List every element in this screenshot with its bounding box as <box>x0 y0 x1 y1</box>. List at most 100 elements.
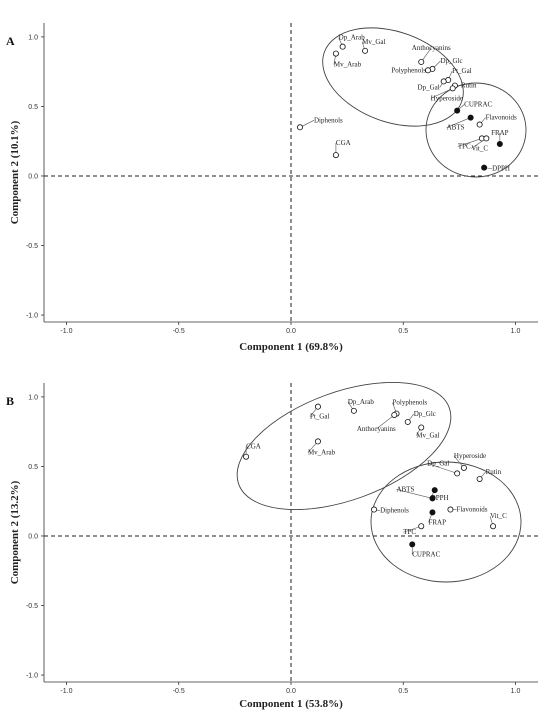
x-tick-label: 0.0 <box>286 328 296 335</box>
leader-line-tpc <box>457 138 482 147</box>
point-label-dpph: DPPH <box>431 494 449 502</box>
panel-label: B <box>6 394 14 408</box>
point-label-hyperoside: Hyperoside <box>454 452 486 460</box>
point-label-mv-gal: Mv_Gal <box>362 38 385 46</box>
point-label-frap: FRAP <box>428 518 446 526</box>
panel-label: A <box>6 34 15 48</box>
y-tick-label: -1.0 <box>26 313 38 320</box>
point-label-tpc: TPC <box>458 142 471 150</box>
y-tick-label: 0.5 <box>28 104 38 111</box>
cluster-ellipse <box>425 82 527 178</box>
x-tick-label: 0.5 <box>398 688 408 695</box>
point-polyphenols <box>424 67 431 74</box>
panel-a: A -1.0 -0.5 0.0 0.5 1.0 1.0 0.5 0.0 -0.5 -1.0 Compo… <box>6 23 538 353</box>
y-axis-label: Component 2 (10.1%) <box>9 120 21 224</box>
point-label-rutin: Rutin <box>461 82 477 90</box>
point-label-flavonoids: Flavonoids <box>486 114 517 122</box>
point-label-tpc: TPC <box>403 528 416 536</box>
point-label-dp-glc: Dp_Glc <box>440 57 462 65</box>
point-cga <box>243 453 250 460</box>
y-tick-label: 1.0 <box>28 34 38 41</box>
point-rutin <box>476 475 483 482</box>
point-label-cuprac: CUPRAC <box>464 101 492 109</box>
point-vit-c <box>490 523 497 530</box>
leader-line-dp-gal <box>427 463 458 474</box>
point-label-dp-gal: Dp_Gal <box>427 459 449 467</box>
cluster-ellipse <box>322 27 464 127</box>
leader-line-abts <box>396 489 433 499</box>
x-tick-label: 0.0 <box>286 688 296 695</box>
point-cuprac <box>454 107 461 114</box>
leader-line-anthocyanins <box>376 414 395 430</box>
y-tick-label: -1.0 <box>26 673 38 680</box>
point-hyperoside <box>449 85 456 92</box>
point-label-vit-c: Vit_C <box>490 512 507 520</box>
point-label-mv-arab: Mv_Arab <box>334 61 362 69</box>
point-frap <box>496 140 503 147</box>
point-anthocyanins <box>418 58 425 65</box>
leader-line-abts <box>446 117 471 128</box>
point-diphenols <box>371 506 378 513</box>
point-label-mv-arab: Mv_Arab <box>308 448 336 456</box>
point-anthocyanins <box>391 411 398 418</box>
point-dp-arab <box>339 43 346 50</box>
point-label-dp-glc: Dp_Glc <box>414 410 436 418</box>
point-dpph <box>431 487 438 494</box>
point-cuprac <box>409 541 416 548</box>
point-pt-gal <box>314 403 321 410</box>
y-tick-label: -0.5 <box>26 243 38 250</box>
leader-line-tpc <box>403 525 422 533</box>
point-label-diphenols: Diphenols <box>314 116 343 124</box>
point-label-dpph: DPPH <box>492 165 510 173</box>
point-label-anthocyanins: Anthocyanins <box>412 44 451 52</box>
point-label-polyphenols: Polyphenols <box>393 399 428 407</box>
y-tick-label: -0.5 <box>26 603 38 610</box>
y-tick-label: 0.0 <box>28 173 38 180</box>
panel-b: B -1.0 -0.5 0.0 0.5 1.0 1.0 0.5 0.0 -0.5 -1.0 Compo… <box>6 381 538 710</box>
point-label-cga: CGA <box>336 139 351 147</box>
x-tick-label: -0.5 <box>173 688 185 695</box>
point-dp-glc <box>404 418 411 425</box>
point-hyperoside <box>460 464 467 471</box>
point-label-dp-arab: Dp_Arab <box>348 398 375 406</box>
point-diphenols <box>296 124 303 131</box>
point-dp-arab <box>350 407 357 414</box>
point-label-anthocyanins: Anthocyanins <box>357 425 396 433</box>
x-tick-label: 1.0 <box>511 328 521 335</box>
y-tick-label: 0.5 <box>28 464 38 471</box>
leader-line-vit-c <box>471 138 487 149</box>
point-label-diphenols: Diphenols <box>380 507 409 515</box>
y-tick-label: 0.0 <box>28 533 38 540</box>
point-label-mv-gal: Mv_Gal <box>416 432 439 440</box>
point-flavonoids <box>447 506 454 513</box>
cluster-ellipse <box>236 381 452 511</box>
x-axis-label: Component 1 (53.8%) <box>239 698 343 710</box>
point-label-dp-gal: Dp_Gal <box>418 83 440 91</box>
point-label-cga: CGA <box>246 443 261 451</box>
point-dp-gal <box>440 78 447 85</box>
cluster-ellipse <box>370 461 522 583</box>
point-label-pt-gal: Pt_Gal <box>452 67 472 75</box>
point-mv-arab <box>332 50 339 57</box>
x-tick-label: 1.0 <box>511 688 521 695</box>
point-flavonoids <box>476 121 483 128</box>
point-mv-gal <box>362 47 369 54</box>
point-label-flavonoids: Flavonoids <box>456 506 487 514</box>
point-vit-c <box>483 135 490 142</box>
point-mv-arab <box>314 438 321 445</box>
point-label-rutin: Rutin <box>486 468 502 476</box>
point-cga <box>332 152 339 159</box>
point-label-dp-arab: Dp_Arab <box>339 34 366 42</box>
point-label-hyperoside: Hyperoside <box>431 94 463 102</box>
x-tick-label: -0.5 <box>173 328 185 335</box>
x-axis-label: Component 1 (69.8%) <box>239 341 343 353</box>
point-label-abts: ABTS <box>447 124 465 132</box>
point-abts <box>429 495 436 502</box>
x-tick-label: -1.0 <box>60 328 72 335</box>
point-label-abts: ABTS <box>396 485 414 493</box>
y-axis-label: Component 2 (13.2%) <box>9 480 21 584</box>
point-tpc <box>418 523 425 530</box>
point-dp-gal <box>454 470 461 477</box>
point-label-pt-gal: Pt_Gal <box>310 413 330 421</box>
point-mv-gal <box>418 424 425 431</box>
